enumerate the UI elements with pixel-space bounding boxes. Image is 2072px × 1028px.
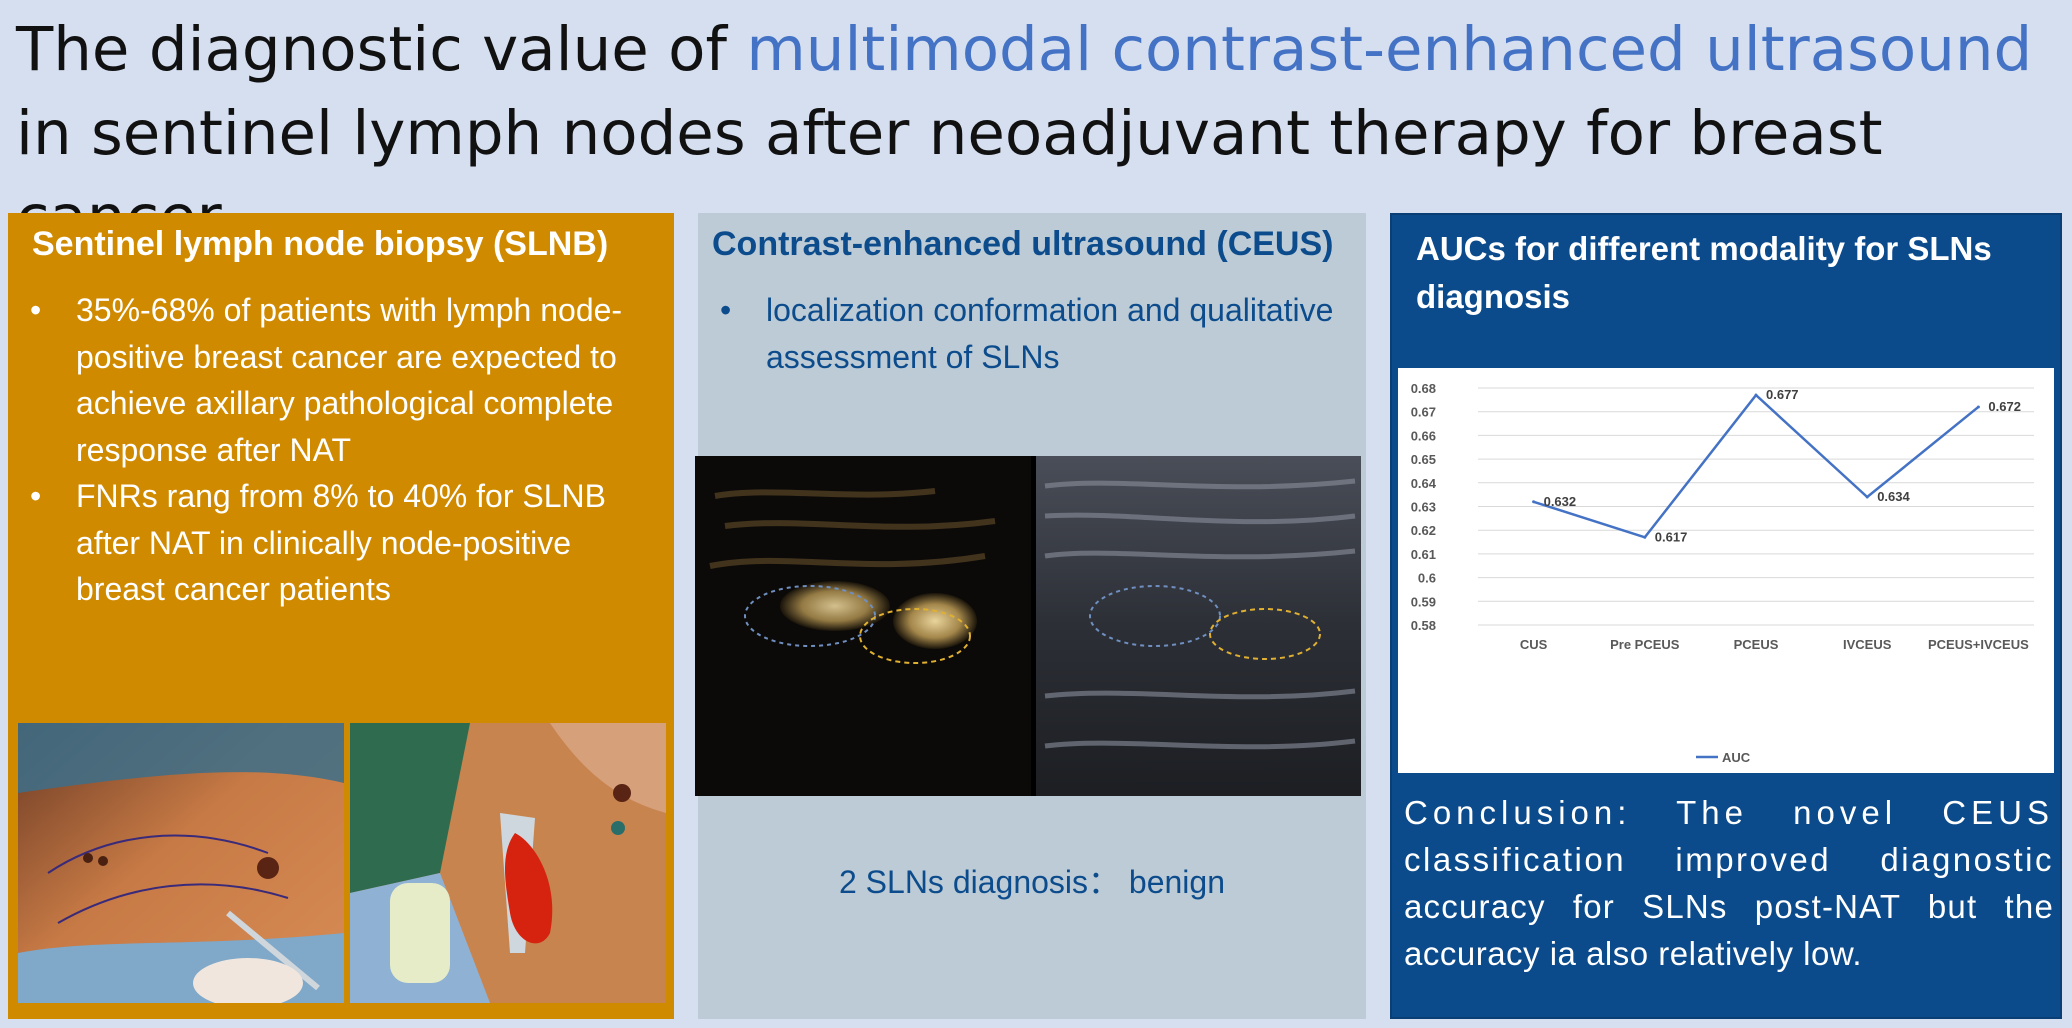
page-title: The diagnostic value of multimodal contr… [16, 8, 2066, 260]
data-point [1976, 405, 1980, 409]
conclusion-line: accuracy ia also relatively low. [1404, 935, 1863, 972]
y-tick-label: 0.65 [1411, 452, 1436, 467]
y-tick-label: 0.61 [1411, 547, 1436, 562]
y-tick-label: 0.62 [1411, 523, 1436, 538]
data-label: 0.672 [1988, 399, 2021, 414]
data-label: 0.634 [1877, 489, 1910, 504]
data-label: 0.632 [1544, 494, 1577, 509]
conclusion: Conclusion: The novel CEUS classificatio… [1404, 789, 2054, 977]
auc-panel: AUCs for different modality for SLNs dia… [1390, 213, 2062, 1019]
ceus-diagnosis: 2 SLNs diagnosis： benign [838, 864, 1226, 900]
y-tick-label: 0.59 [1411, 594, 1436, 609]
data-point [1532, 500, 1536, 504]
conclusion-line: classification improved diagnostic [1404, 841, 2054, 878]
surgery-photo-left [18, 723, 344, 1003]
slnb-bullet-text: 35%-68% of patients with lymph node-posi… [76, 292, 623, 468]
bullet-icon: • [720, 292, 732, 328]
series-line-auc [1533, 393, 1980, 539]
data-label: 0.677 [1766, 387, 1799, 402]
slnb-bullet-text: FNRs rang from 8% to 40% for SLNB after … [76, 478, 606, 607]
data-label: 0.617 [1655, 529, 1688, 544]
auc-chart: 0.58 0.59 0.6 0.61 0.62 0.63 0.64 0.65 0.66 0.67 0… [1398, 368, 2054, 773]
x-tick-label: PCEUS [1734, 637, 1779, 652]
ceus-bullet: • localization conformation and qualitati… [712, 287, 1352, 380]
ceus-heading: Contrast-enhanced ultrasound (CEUS) [712, 225, 1334, 263]
x-tick-label: PCEUS+IVCEUS [1928, 637, 2029, 652]
slnb-panel: Sentinel lymph node biopsy (SLNB) • 35%-6… [8, 213, 674, 1019]
y-tick-label: 0.68 [1411, 381, 1436, 396]
data-point [1865, 495, 1869, 499]
title-part-2: in sentinel lymph nodes after neoadjuvan… [16, 98, 1883, 253]
bullet-icon: • [30, 292, 42, 328]
y-tick-label: 0.6 [1418, 571, 1436, 586]
auc-line-chart: 0.58 0.59 0.6 0.61 0.62 0.63 0.64 0.65 0.66 0.67 0… [1411, 381, 2034, 765]
slnb-bullet: • FNRs rang from 8% to 40% for SLNB after… [22, 473, 662, 613]
slnb-heading: Sentinel lymph node biopsy (SLNB) [32, 225, 609, 263]
data-point [1754, 393, 1758, 397]
legend-label: AUC [1722, 750, 1751, 765]
x-tick-label: Pre PCEUS [1610, 637, 1680, 652]
y-tick-label: 0.58 [1411, 618, 1436, 633]
x-tick-label: CUS [1520, 637, 1548, 652]
ultrasound-image [695, 456, 1361, 796]
bullet-icon: • [30, 478, 42, 514]
title-part-1: The diagnostic value of [16, 14, 747, 85]
auc-heading: AUCs for different modality for SLNs dia… [1416, 230, 1992, 315]
y-tick-label: 0.67 [1411, 405, 1436, 420]
ceus-bullet-text: localization conformation and qualitativ… [766, 292, 1334, 375]
ceus-bullet-list: • localization conformation and qualitati… [712, 287, 1352, 380]
data-point [1643, 535, 1647, 539]
slnb-bullet-list: • 35%-68% of patients with lymph node-pos… [22, 287, 662, 613]
x-tick-label: IVCEUS [1843, 637, 1892, 652]
slnb-bullet: • 35%-68% of patients with lymph node-pos… [22, 287, 662, 473]
surgery-photo-right [350, 723, 666, 1003]
conclusion-line: accuracy for SLNs post-NAT but the [1404, 888, 2054, 925]
ceus-panel: Contrast-enhanced ultrasound (CEUS) • loc… [695, 213, 1366, 1019]
y-tick-label: 0.64 [1411, 476, 1437, 491]
y-tick-label: 0.66 [1411, 428, 1436, 443]
y-tick-label: 0.63 [1411, 500, 1436, 515]
conclusion-line: Conclusion: The novel CEUS [1404, 794, 2054, 831]
title-highlight: multimodal contrast-enhanced ultrasound [746, 14, 2033, 85]
